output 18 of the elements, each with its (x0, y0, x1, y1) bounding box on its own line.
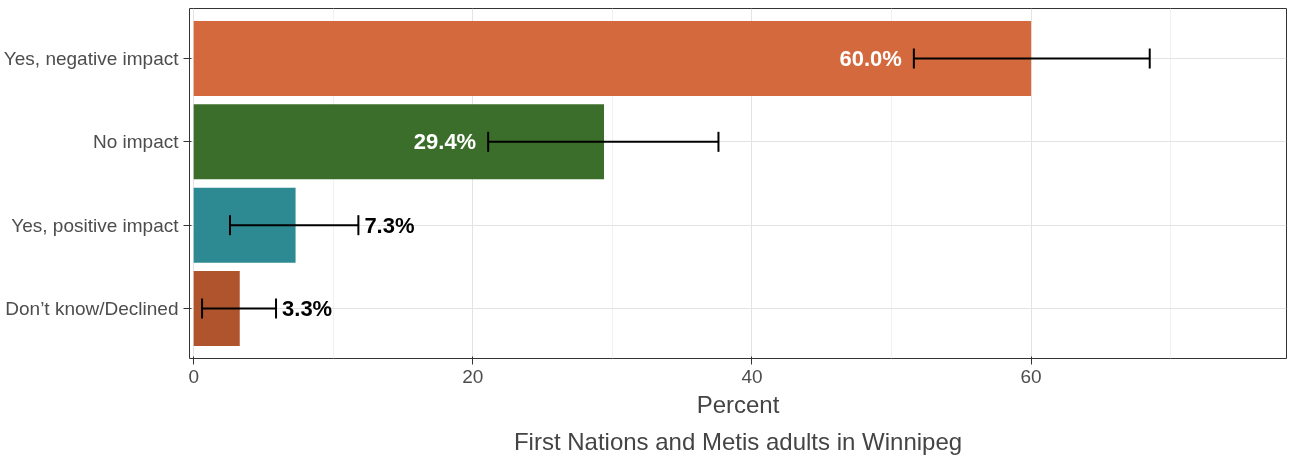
bar (193, 187, 296, 263)
y-tick-label: Don’t know/Declined (5, 298, 179, 319)
data-label: 60.0% (839, 46, 902, 71)
x-tick-label: 0 (188, 365, 199, 387)
data-label: 29.4% (413, 129, 477, 155)
bar (193, 21, 1032, 96)
data-label: 3.3% (282, 296, 333, 321)
x-tick-label: 20 (462, 365, 484, 387)
data-label: 7.3% (364, 212, 415, 238)
y-tick-label: Yes, positive impact (11, 214, 180, 236)
bar (193, 271, 240, 346)
x-axis-title: Percent (696, 390, 780, 418)
y-tick-label: No impact (92, 131, 180, 153)
x-tick-label: 40 (741, 365, 763, 387)
bar (193, 104, 605, 180)
y-tick-label: Yes, negative impact (3, 48, 180, 69)
text: First Nations and Metis adults in Winnipeg (513, 427, 963, 455)
x-tick-label: 60 (1020, 365, 1042, 387)
